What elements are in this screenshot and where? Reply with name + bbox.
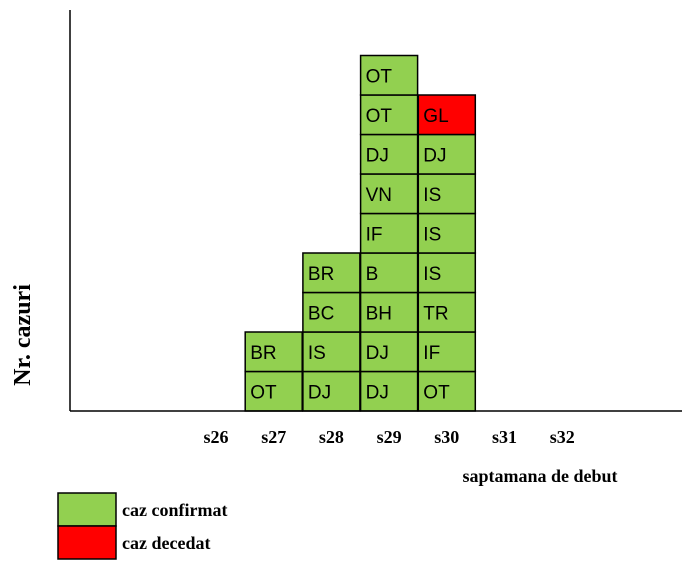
case-cell-label: IS [308,343,326,364]
case-cell-label: OT [423,382,450,403]
case-cell-box [417,252,477,294]
legend: caz confirmat caz decedat [57,492,227,560]
case-cell-s29-6: VN [359,173,419,215]
case-cell-label: IS [423,264,441,285]
case-cell-box [417,94,477,136]
case-cell-s29-1: DJ [359,370,419,412]
case-cell-label: VN [366,185,392,206]
case-cell-label: BR [308,264,334,285]
case-cell-s29-5: IF [359,212,419,254]
case-cell-label: TR [423,303,448,324]
case-cell-box [359,291,419,333]
x-tick-label-s28: s28 [319,427,344,447]
case-cell-label: IS [423,224,441,245]
case-cell-label: GL [423,106,448,127]
case-cell-label: OT [366,66,393,87]
case-cell-box [359,331,419,373]
legend-label: caz confirmat [122,500,227,520]
case-cell-s30-4: IS [417,252,477,294]
case-cell-s30-7: DJ [417,133,477,175]
x-tick-label-s32: s32 [550,427,575,447]
case-cell-s30-6: IS [417,173,477,215]
legend-label: caz decedat [122,533,210,553]
x-tick-label-s30: s30 [434,427,459,447]
case-cell-label: OT [250,382,277,403]
case-cell-box [359,252,419,294]
legend-item-confirmed: caz confirmat [57,492,227,527]
case-cell-s28-2: IS [302,331,361,373]
case-cell-box [302,252,361,294]
x-tick-label-s31: s31 [492,427,517,447]
case-cell-s27-1: OT [244,370,303,412]
case-cell-s28-3: BC [302,291,361,333]
case-cell-box [417,370,477,412]
case-cell-label: OT [366,106,393,127]
case-cell-s29-2: DJ [359,331,419,373]
case-cell-label: BH [366,303,392,324]
case-cell-s27-2: BR [244,331,303,373]
legend-item-deceased: caz decedat [57,525,210,560]
case-cell-box [417,291,477,333]
case-cell-box [417,331,477,373]
case-cell-s30-3: TR [417,291,477,333]
case-cell-label: B [366,264,379,285]
case-cell-s30-2: IF [417,331,477,373]
case-cell-s29-4: B [359,252,419,294]
case-cell-label: DJ [366,343,389,364]
case-cell-label: DJ [423,145,446,166]
case-cell-label: DJ [366,145,389,166]
case-cell-label: IS [423,185,441,206]
x-tick-label-s26: s26 [203,427,228,447]
case-cell-box [417,212,477,254]
case-cell-box [244,370,303,412]
case-cell-label: IF [366,224,383,245]
case-cell-box [244,331,303,373]
case-cell-s28-4: BR [302,252,361,294]
x-tick-label-s27: s27 [261,427,286,447]
case-cell-s30-5: IS [417,212,477,254]
case-cell-label: BC [308,303,334,324]
legend-swatch [57,525,117,560]
y-axis-title: Nr. cazuri [10,284,36,386]
case-cell-s29-9: OT [359,54,419,96]
legend-swatch [57,492,117,527]
case-cell-box [359,133,419,175]
case-cell-label: DJ [308,382,331,403]
case-cell-box [359,173,419,215]
x-axis-title: saptamana de debut [462,466,617,486]
case-cell-box [302,291,361,333]
case-cell-label: DJ [366,382,389,403]
case-cell-s29-3: BH [359,291,419,333]
x-tick-label-s29: s29 [377,427,402,447]
case-cells: OT BR DJ IS BC BR DJ DJ BH B IF VN DJ OT OT OT IF TR IS IS I… [244,54,477,412]
case-cell-label: IF [423,343,440,364]
case-cell-s30-1: OT [417,370,477,412]
case-cell-s29-8: OT [359,94,419,136]
case-cell-box [359,54,419,96]
case-cell-label: BR [250,343,276,364]
case-cell-s30-8: GL [417,94,477,136]
case-cell-s28-1: DJ [302,370,361,412]
case-cell-s29-7: DJ [359,133,419,175]
x-tick-labels: s26 s27 s28 s29 s30 s31 s32 [203,427,574,447]
